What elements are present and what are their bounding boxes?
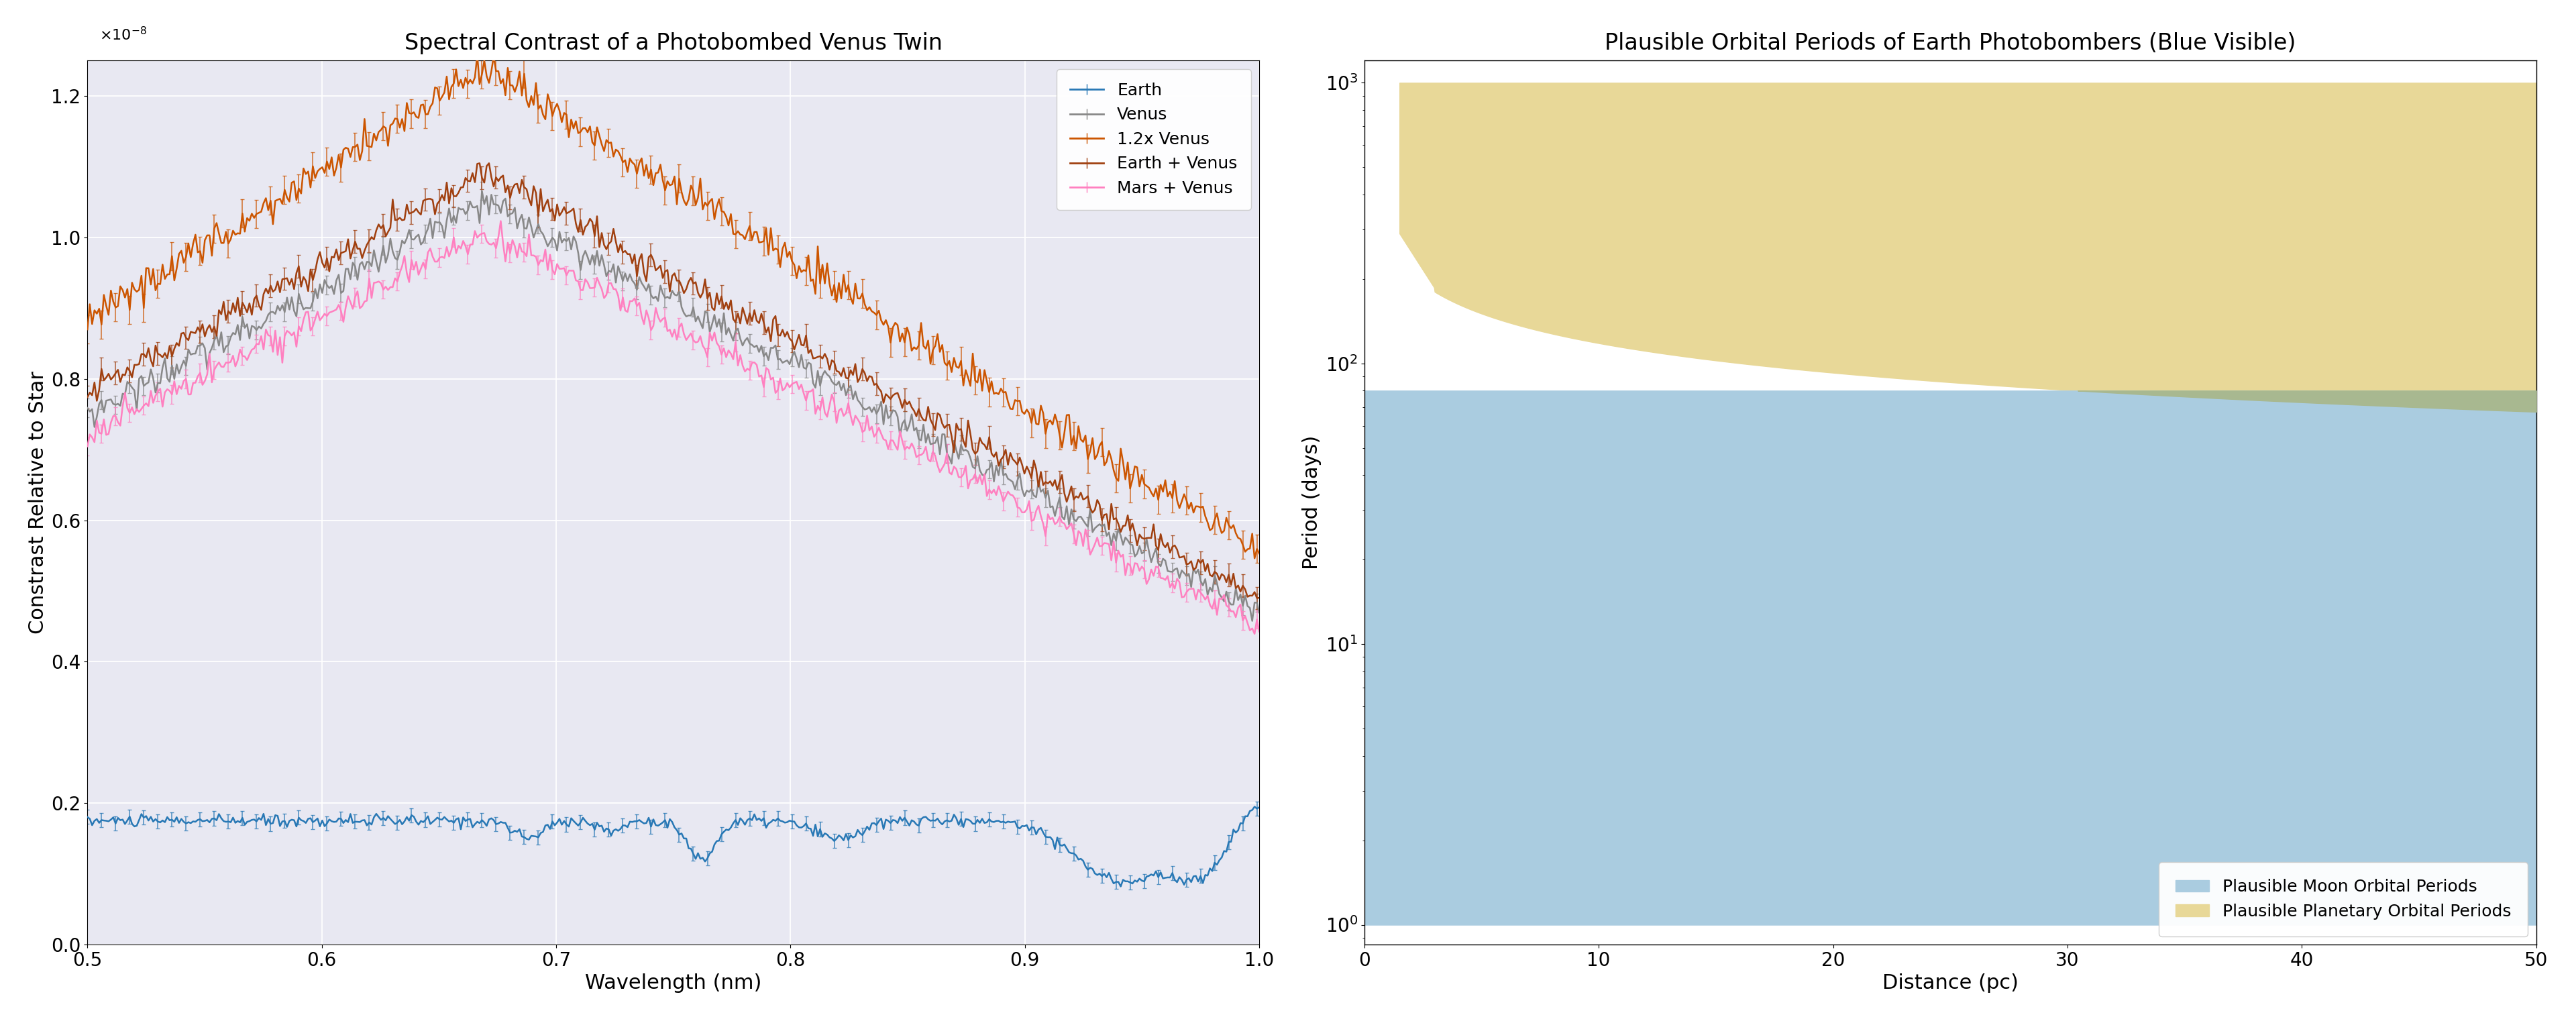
1.2x Venus (708, 206, 739, 218)
X-axis label: Wavelength (nm): Wavelength (nm) (585, 974, 762, 993)
Y-axis label: Period (days): Period (days) (1301, 435, 1321, 570)
Earth + Venus (631, 275, 662, 287)
Mars + Venus (631, 304, 662, 317)
Venus (773, 354, 804, 367)
Line: 1.2x Venus: 1.2x Venus (88, 55, 1260, 558)
1.2x Venus (773, 251, 804, 263)
1.2x Venus (72, 324, 103, 336)
Earth (1105, 880, 1136, 892)
Text: $\times$10$^{-8}$: $\times$10$^{-8}$ (98, 26, 147, 43)
Mars + Venus (72, 440, 103, 452)
Title: Plausible Orbital Periods of Earth Photobombers (Blue Visible): Plausible Orbital Periods of Earth Photo… (1605, 32, 2295, 54)
Mars + Venus (773, 377, 804, 389)
Line: Mars + Venus: Mars + Venus (88, 222, 1260, 634)
Earth + Venus (1242, 592, 1273, 604)
1.2x Venus (1218, 519, 1249, 531)
Venus (639, 292, 670, 304)
Legend: Earth, Venus, 1.2x Venus, Earth + Venus, Mars + Venus: Earth, Venus, 1.2x Venus, Earth + Venus,… (1056, 69, 1252, 210)
Mars + Venus (484, 215, 515, 228)
Earth + Venus (773, 326, 804, 338)
Venus (708, 307, 739, 320)
Earth (629, 817, 659, 829)
Earth (1218, 823, 1249, 835)
Earth (1239, 800, 1270, 813)
1.2x Venus (1036, 415, 1066, 427)
Earth (1033, 831, 1064, 843)
Venus (466, 185, 497, 197)
1.2x Venus (461, 49, 492, 61)
Line: Earth: Earth (88, 807, 1260, 886)
Earth + Venus (708, 303, 739, 315)
Line: Earth + Venus: Earth + Venus (88, 163, 1260, 598)
Mars + Venus (1239, 628, 1270, 640)
Mars + Venus (639, 320, 670, 332)
1.2x Venus (1239, 552, 1270, 565)
Legend: Plausible Moon Orbital Periods, Plausible Planetary Orbital Periods: Plausible Moon Orbital Periods, Plausibl… (2159, 862, 2527, 936)
Line: Venus: Venus (88, 191, 1260, 621)
Mars + Venus (1036, 514, 1066, 526)
1.2x Venus (639, 179, 670, 191)
Y-axis label: Constrast Relative to Star: Constrast Relative to Star (28, 371, 46, 634)
Earth + Venus (1218, 568, 1249, 580)
Venus (1036, 501, 1066, 514)
Venus (72, 402, 103, 415)
Venus (1236, 615, 1267, 627)
Earth (770, 817, 801, 829)
Earth (636, 821, 667, 833)
Earth + Venus (639, 254, 670, 266)
Mars + Venus (1244, 626, 1275, 638)
1.2x Venus (631, 158, 662, 171)
Venus (631, 285, 662, 297)
Title: Spectral Contrast of a Photobombed Venus Twin: Spectral Contrast of a Photobombed Venus… (404, 32, 943, 54)
Mars + Venus (708, 342, 739, 354)
Mars + Venus (1218, 605, 1249, 618)
Earth + Venus (1036, 475, 1066, 487)
Earth (706, 828, 737, 840)
Earth (72, 811, 103, 823)
Earth + Venus (474, 157, 505, 169)
Venus (1244, 606, 1275, 619)
Earth + Venus (1244, 592, 1275, 604)
Earth (1244, 801, 1275, 814)
Venus (1218, 598, 1249, 611)
1.2x Venus (1244, 547, 1275, 560)
Earth + Venus (72, 391, 103, 403)
X-axis label: Distance (pc): Distance (pc) (1883, 974, 2020, 993)
